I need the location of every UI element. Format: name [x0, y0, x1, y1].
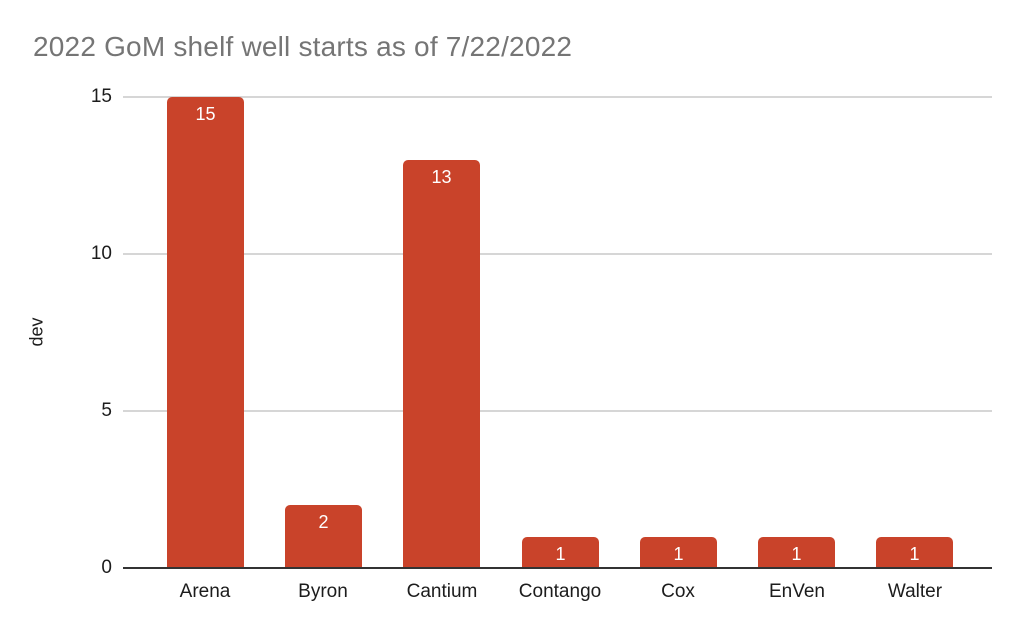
x-axis-label: Arena	[179, 581, 231, 602]
x-axis-label: Cantium	[406, 581, 478, 602]
bar-value-label: 1	[791, 544, 802, 564]
y-axis-tick-label: 15	[90, 86, 112, 107]
x-axis-line	[123, 567, 992, 569]
y-axis-title: dev	[26, 317, 47, 347]
bar	[876, 537, 953, 568]
bar	[522, 537, 599, 568]
gridline	[123, 410, 992, 412]
bar-value-label: 1	[673, 544, 684, 564]
bar-value-label: 1	[555, 544, 566, 564]
bar-value-label: 2	[318, 512, 329, 532]
x-axis-label: Walter	[887, 581, 943, 602]
bar	[167, 97, 244, 568]
chart-title: 2022 GoM shelf well starts as of 7/22/20…	[33, 31, 573, 62]
bar-value-label: 15	[195, 104, 216, 124]
x-axis-label: Cox	[661, 581, 695, 602]
x-axis-label: EnVen	[769, 581, 825, 602]
bar	[285, 505, 362, 568]
gridline	[123, 96, 992, 98]
y-axis-tick-label: 10	[90, 243, 112, 264]
bar	[640, 537, 717, 568]
y-axis-tick-label: 0	[101, 557, 112, 578]
bar-value-label: 13	[431, 167, 452, 187]
bar-value-label: 1	[909, 544, 920, 564]
bar	[403, 160, 480, 568]
y-axis-tick-label: 5	[101, 400, 112, 421]
bar	[758, 537, 835, 568]
x-axis-label: Contango	[518, 581, 602, 602]
x-axis-label: Byron	[298, 581, 348, 602]
gridline	[123, 253, 992, 255]
